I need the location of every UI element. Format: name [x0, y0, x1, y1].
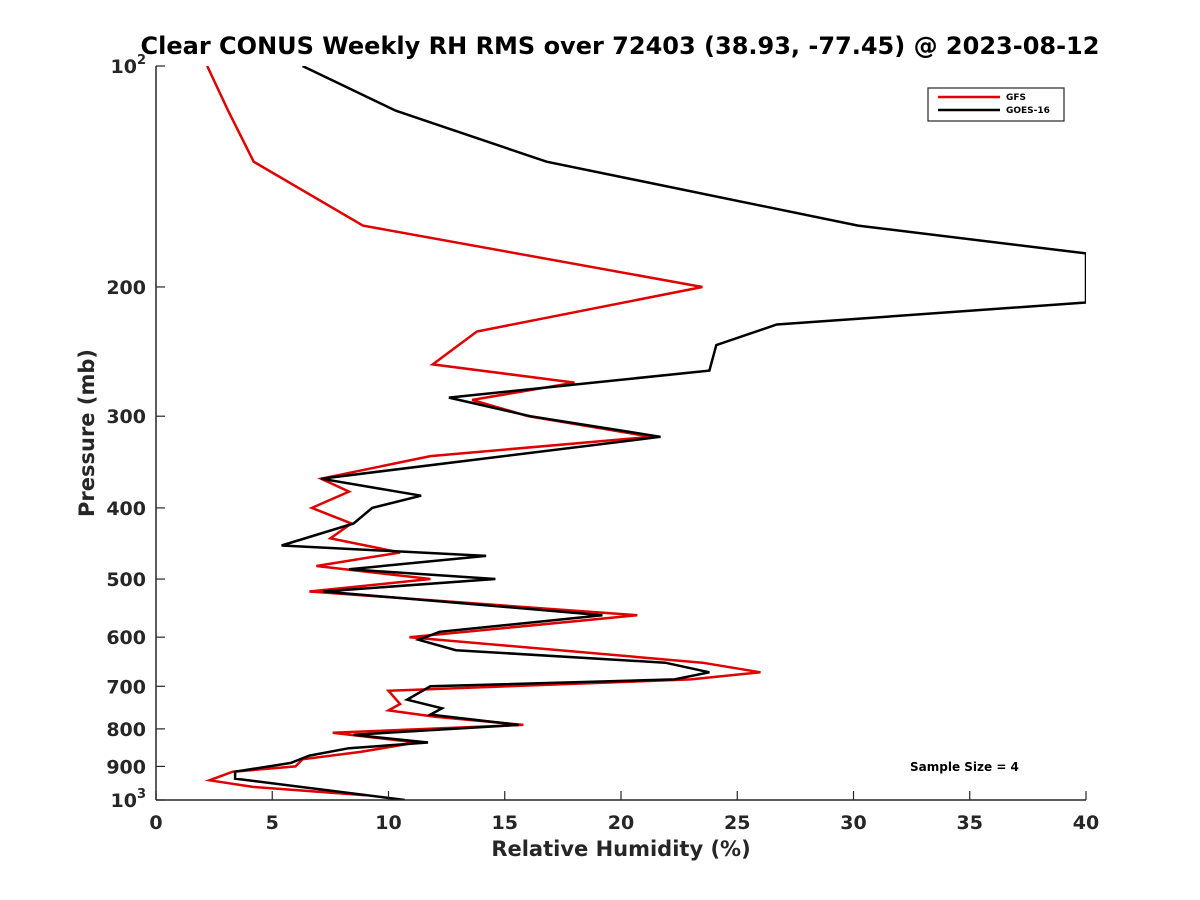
series-layer: [204, 66, 1086, 800]
legend-label-goes16: GOES-16: [1006, 106, 1050, 116]
y-tick-label: 300: [106, 406, 146, 428]
x-tick-label: 30: [840, 812, 866, 834]
sample-size-annotation: Sample Size = 4: [910, 760, 1019, 774]
x-tick-label: 40: [1073, 812, 1099, 834]
x-tick-label: 15: [492, 812, 518, 834]
chart-title: Clear CONUS Weekly RH RMS over 72403 (38…: [141, 32, 1100, 60]
x-tick-label: 20: [608, 812, 634, 834]
x-tick-label: 10: [375, 812, 401, 834]
y-tick-label: 900: [106, 756, 146, 778]
y-axis-label: Pressure (mb): [75, 349, 99, 517]
y-tick-label: 102: [111, 53, 147, 78]
x-ticks: 0 5 10 15 20 25 30 35 40: [149, 791, 1099, 834]
x-tick-label: 0: [149, 812, 162, 834]
legend-label-gfs: GFS: [1006, 93, 1026, 103]
x-axis-label: Relative Humidity (%): [491, 837, 750, 861]
x-tick-label: 35: [957, 812, 983, 834]
y-tick-label: 500: [106, 569, 146, 591]
y-tick-label: 700: [106, 676, 146, 698]
x-tick-label: 5: [266, 812, 279, 834]
legend: GFS GOES-16: [927, 87, 1065, 122]
x-tick-label: 25: [724, 812, 750, 834]
plot-area: 0 5 10 15 20 25 30 35 40 102 200 300 400 500 600 700 80…: [106, 53, 1099, 834]
y-tick-label: 600: [106, 627, 146, 649]
y-tick-label: 400: [106, 498, 146, 520]
legend-box: [927, 87, 1065, 122]
series-line-goes-16: [233, 66, 1086, 800]
series-line-gfs: [204, 66, 761, 797]
y-tick-label: 800: [106, 719, 146, 741]
y-tick-label: 200: [106, 277, 146, 299]
